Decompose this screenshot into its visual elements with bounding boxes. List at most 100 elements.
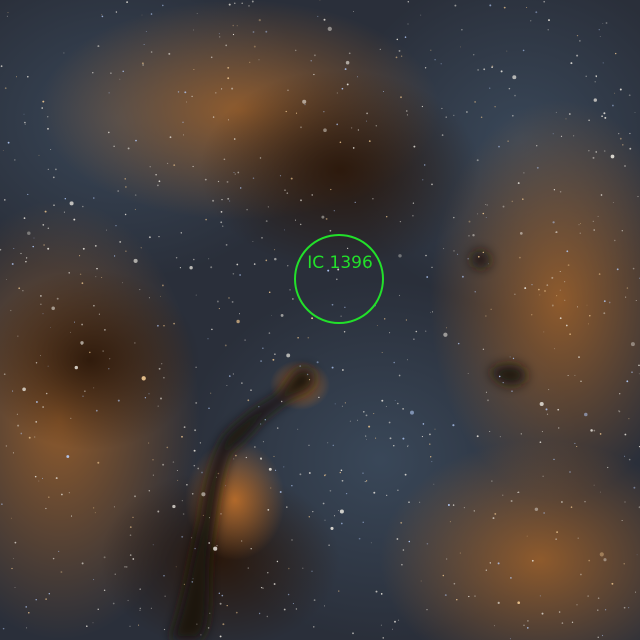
star bbox=[177, 479, 179, 481]
star bbox=[232, 24, 234, 27]
star bbox=[421, 105, 424, 108]
star bbox=[225, 244, 228, 246]
star bbox=[396, 538, 399, 540]
star bbox=[388, 421, 391, 424]
star bbox=[172, 461, 175, 463]
star bbox=[336, 278, 338, 281]
star bbox=[474, 291, 476, 293]
star bbox=[270, 487, 272, 489]
star bbox=[150, 607, 152, 609]
star bbox=[155, 174, 157, 176]
star bbox=[384, 318, 386, 320]
star bbox=[218, 592, 220, 594]
star bbox=[258, 18, 261, 22]
star bbox=[52, 176, 55, 179]
star bbox=[578, 224, 580, 226]
star bbox=[555, 231, 558, 234]
star bbox=[327, 442, 329, 444]
star bbox=[391, 628, 393, 630]
star bbox=[364, 481, 366, 483]
star bbox=[580, 223, 581, 224]
star bbox=[510, 500, 513, 502]
star bbox=[35, 401, 38, 403]
star bbox=[385, 406, 387, 407]
star bbox=[245, 456, 247, 459]
star bbox=[211, 328, 213, 331]
star bbox=[124, 178, 126, 180]
star bbox=[512, 75, 517, 80]
star bbox=[511, 114, 514, 117]
star bbox=[376, 324, 378, 326]
star bbox=[81, 343, 83, 345]
star bbox=[179, 267, 181, 269]
star bbox=[340, 522, 343, 525]
star bbox=[260, 457, 262, 460]
star bbox=[327, 269, 330, 272]
star bbox=[551, 276, 554, 279]
star bbox=[366, 120, 368, 122]
star bbox=[193, 449, 196, 452]
star bbox=[621, 520, 623, 521]
star bbox=[365, 480, 368, 482]
star bbox=[182, 513, 185, 515]
star bbox=[313, 599, 316, 601]
star bbox=[333, 210, 335, 212]
star bbox=[307, 336, 310, 339]
star bbox=[215, 92, 217, 94]
star bbox=[349, 420, 351, 422]
star bbox=[280, 400, 283, 403]
star bbox=[358, 537, 361, 540]
star bbox=[101, 15, 104, 18]
star bbox=[97, 608, 99, 610]
star bbox=[597, 597, 600, 599]
star bbox=[148, 393, 150, 395]
star bbox=[166, 446, 169, 449]
star bbox=[429, 443, 431, 445]
star bbox=[267, 206, 269, 208]
star bbox=[517, 491, 520, 493]
star bbox=[267, 572, 269, 574]
star bbox=[444, 594, 447, 597]
star bbox=[202, 514, 204, 516]
star bbox=[286, 192, 289, 194]
star bbox=[365, 435, 367, 437]
star bbox=[161, 284, 164, 287]
star bbox=[474, 595, 476, 597]
star bbox=[182, 121, 184, 123]
star bbox=[397, 402, 399, 405]
star bbox=[45, 507, 47, 510]
star bbox=[434, 428, 436, 430]
star bbox=[172, 504, 176, 509]
star bbox=[442, 574, 445, 577]
star bbox=[276, 560, 279, 563]
star bbox=[219, 635, 222, 638]
star bbox=[580, 380, 582, 382]
star bbox=[472, 234, 475, 237]
star bbox=[397, 489, 399, 491]
star bbox=[517, 182, 520, 185]
star bbox=[406, 445, 409, 448]
star bbox=[318, 396, 320, 399]
star bbox=[226, 180, 229, 183]
star bbox=[336, 92, 338, 94]
star bbox=[17, 335, 19, 337]
star bbox=[619, 137, 622, 140]
star bbox=[546, 284, 549, 286]
star bbox=[228, 375, 231, 377]
star bbox=[129, 554, 132, 556]
star bbox=[497, 601, 500, 605]
star bbox=[97, 461, 100, 464]
star bbox=[96, 267, 98, 270]
star bbox=[81, 562, 84, 565]
star bbox=[173, 164, 176, 167]
star bbox=[624, 455, 626, 457]
star bbox=[283, 466, 285, 468]
star bbox=[125, 566, 128, 568]
star bbox=[453, 582, 456, 585]
star bbox=[622, 144, 624, 146]
star bbox=[539, 595, 541, 597]
star bbox=[502, 381, 504, 384]
star bbox=[125, 186, 127, 188]
star bbox=[117, 190, 120, 192]
star bbox=[193, 258, 195, 261]
